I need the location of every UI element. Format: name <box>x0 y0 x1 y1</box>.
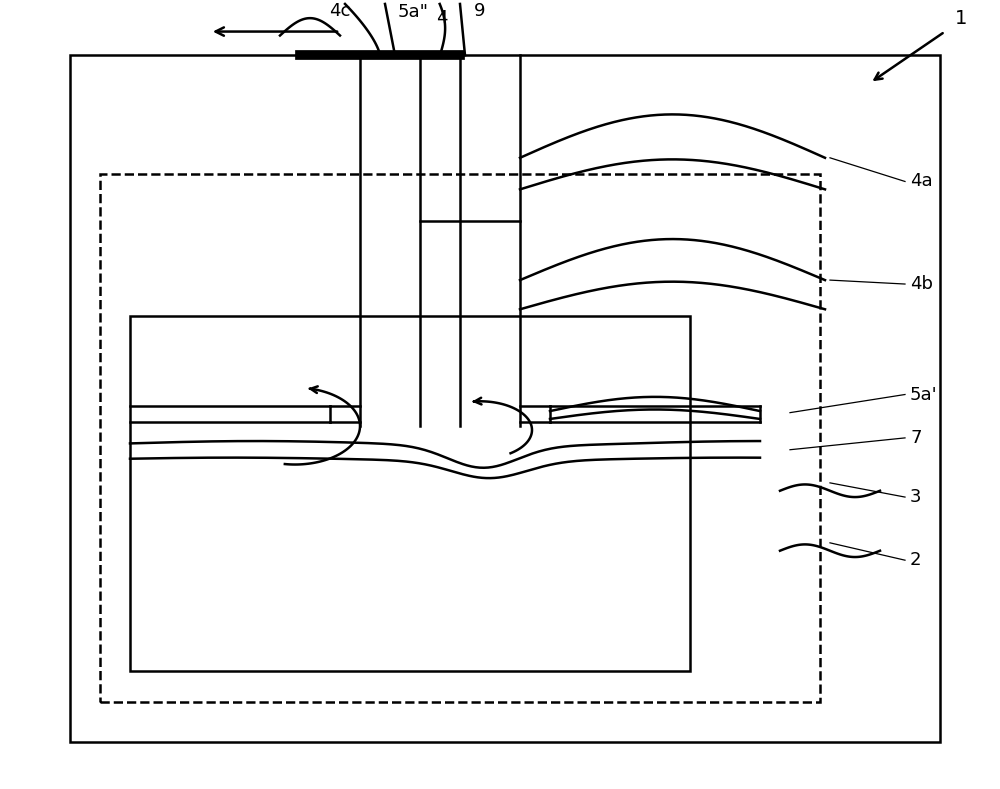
Text: 4c: 4c <box>329 2 351 20</box>
Text: 5a": 5a" <box>398 3 429 21</box>
Bar <box>100 174 820 702</box>
Text: 9: 9 <box>474 2 486 20</box>
Text: 5a': 5a' <box>910 386 938 403</box>
Text: 3: 3 <box>910 488 922 506</box>
Bar <box>70 55 940 742</box>
Text: 4: 4 <box>436 9 448 28</box>
Text: 4a: 4a <box>910 173 933 190</box>
Text: 4b: 4b <box>910 275 933 293</box>
Bar <box>130 316 690 671</box>
Text: 1: 1 <box>955 9 967 28</box>
Text: 2: 2 <box>910 552 922 569</box>
Text: 7: 7 <box>910 429 922 447</box>
